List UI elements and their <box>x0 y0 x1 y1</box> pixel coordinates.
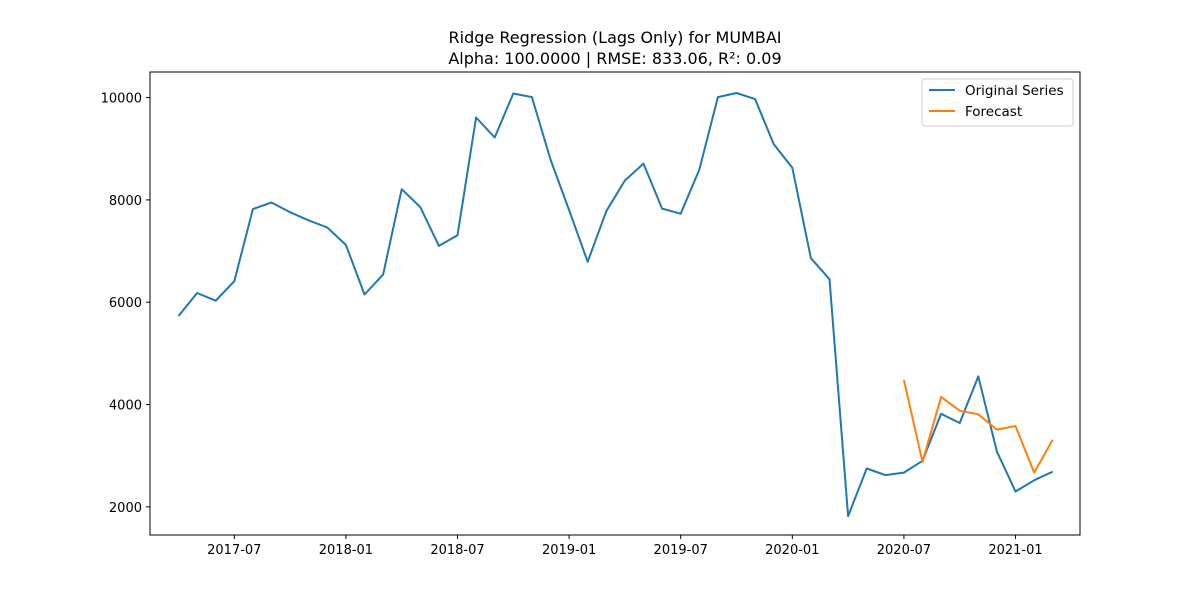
y-tick-label: 8000 <box>109 194 142 209</box>
y-tick-label: 10000 <box>101 92 142 107</box>
x-tick-label: 2018-07 <box>430 543 484 558</box>
y-tick-label: 4000 <box>109 399 142 414</box>
chart-title: Ridge Regression (Lags Only) for MUMBAI <box>449 28 782 47</box>
x-tick-label: 2019-07 <box>654 543 708 558</box>
plot-frame <box>149 71 1081 536</box>
x-tick-label: 2021-01 <box>988 543 1042 558</box>
y-axis: 2000 4000 6000 8000 10000 <box>101 92 150 516</box>
series-layer <box>177 92 1054 518</box>
x-tick-label: 2017-07 <box>207 543 261 558</box>
series-original <box>177 92 1054 518</box>
legend: Original Series Forecast <box>921 78 1074 127</box>
legend-box <box>921 78 1074 127</box>
series-forecast <box>902 379 1054 474</box>
y-tick-label: 6000 <box>109 296 142 311</box>
x-tick-label: 2020-07 <box>877 543 931 558</box>
x-axis: 2017-07 2018-01 2018-07 2019-01 2019-07 2020-… <box>207 535 1043 558</box>
legend-label-forecast: Forecast <box>965 104 1022 120</box>
x-tick-label: 2020-01 <box>765 543 819 558</box>
x-tick-label: 2019-01 <box>542 543 596 558</box>
chart-subtitle: Alpha: 100.0000 | RMSE: 833.06, R²: 0.09 <box>448 49 781 68</box>
x-tick-label: 2018-01 <box>319 543 373 558</box>
y-tick-label: 2000 <box>109 501 142 516</box>
legend-label-original: Original Series <box>965 83 1064 99</box>
